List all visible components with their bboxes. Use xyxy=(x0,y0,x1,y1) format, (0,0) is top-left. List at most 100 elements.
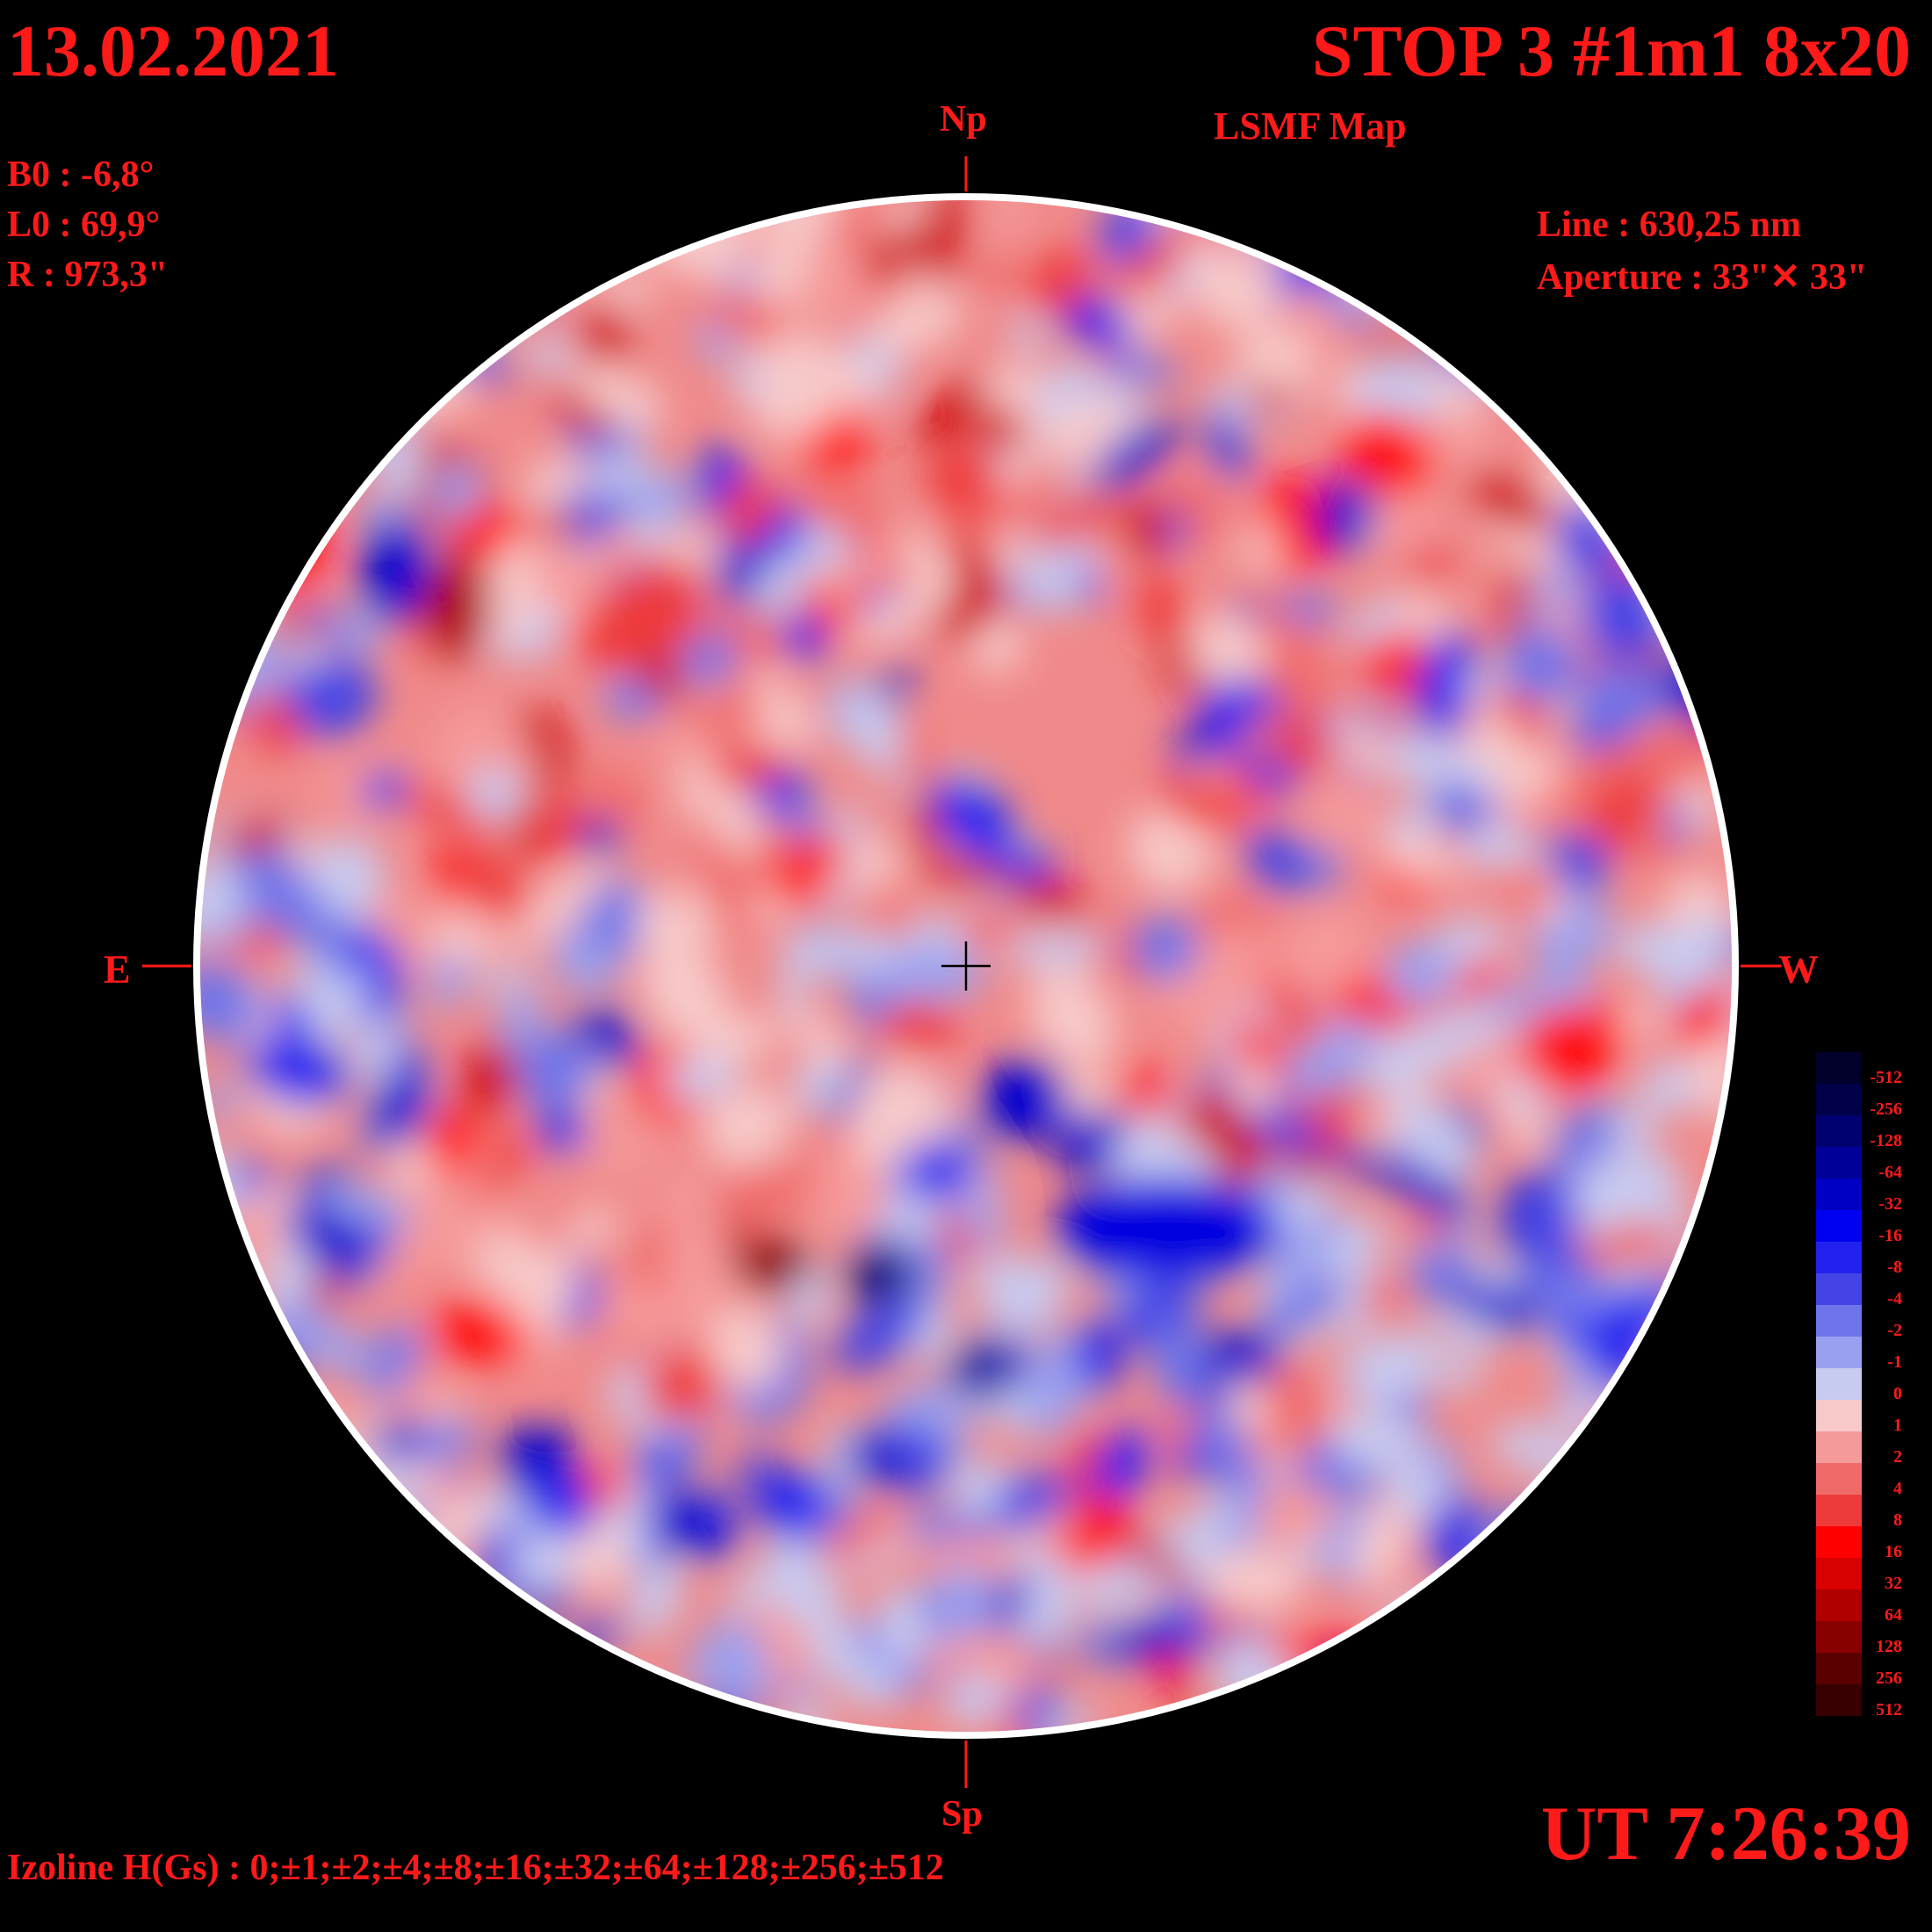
field-blob xyxy=(1334,1409,1425,1468)
field-blob xyxy=(687,692,769,739)
field-blob xyxy=(566,1208,620,1250)
center-crosshair xyxy=(941,941,991,991)
field-blob xyxy=(658,1224,740,1325)
scale-label: 4 xyxy=(1893,1479,1902,1498)
scale-label: 2 xyxy=(1893,1447,1902,1467)
field-blob xyxy=(501,1248,580,1325)
field-blob xyxy=(217,1641,314,1692)
field-blob xyxy=(1125,1524,1196,1597)
field-blob xyxy=(1256,1477,1325,1547)
field-blob xyxy=(200,1239,233,1283)
field-blob xyxy=(200,1344,242,1387)
field-blob xyxy=(586,1465,628,1511)
scale-swatch xyxy=(1816,1210,1862,1242)
field-blob xyxy=(261,1352,294,1420)
field-blob xyxy=(1662,1538,1699,1570)
field-blob xyxy=(1387,732,1458,791)
field-blob xyxy=(1052,536,1096,573)
field-blob xyxy=(1383,801,1447,844)
field-blob xyxy=(1550,1101,1626,1166)
field-blob xyxy=(1647,1307,1727,1367)
field-blob xyxy=(1407,220,1453,297)
field-blob xyxy=(1270,1178,1335,1234)
field-blob xyxy=(266,369,350,449)
field-blob xyxy=(847,1062,934,1169)
field-blob xyxy=(1410,1241,1473,1307)
field-regions xyxy=(200,200,1732,1732)
observation-date: 13.02.2021 xyxy=(7,11,339,92)
field-blob xyxy=(1666,423,1722,474)
map-subtitle: LSMF Map xyxy=(1214,105,1407,148)
field-blob xyxy=(554,487,650,516)
field-blob xyxy=(718,478,777,544)
field-blob xyxy=(1254,1278,1346,1338)
field-blob xyxy=(1264,200,1296,261)
field-blob xyxy=(968,257,1023,291)
field-blob xyxy=(1030,1510,1074,1548)
field-blob xyxy=(1280,592,1339,625)
field-blob xyxy=(1655,460,1732,540)
scale-label: 0 xyxy=(1893,1384,1902,1403)
field-blob xyxy=(271,420,329,470)
field-blob xyxy=(1296,1670,1355,1717)
field-blob xyxy=(582,880,656,955)
field-blob xyxy=(1460,822,1532,867)
field-blob xyxy=(473,966,537,992)
field-blob xyxy=(1204,406,1250,480)
field-blob xyxy=(200,1589,229,1657)
field-blob xyxy=(943,1675,1006,1726)
field-blob xyxy=(1629,446,1717,523)
field-blob xyxy=(1028,967,1116,1066)
field-blob xyxy=(661,1057,739,1100)
field-blob xyxy=(1362,1024,1440,1095)
field-blob xyxy=(857,580,953,647)
field-blob xyxy=(332,212,422,265)
field-blob xyxy=(1073,1319,1121,1394)
field-blob xyxy=(1492,1424,1550,1467)
scale-label: 128 xyxy=(1876,1637,1902,1656)
field-blob xyxy=(200,553,242,628)
field-blob xyxy=(1101,350,1179,386)
field-blob xyxy=(223,200,287,224)
field-blob xyxy=(1416,629,1476,740)
field-blob xyxy=(334,1647,407,1732)
spectral-line-value: Line : 630,25 nm xyxy=(1537,205,1802,245)
field-blob xyxy=(391,1691,441,1732)
scale-label: -16 xyxy=(1878,1226,1902,1245)
field-blob xyxy=(677,752,707,818)
field-blob xyxy=(840,684,903,771)
field-blob xyxy=(530,1467,601,1539)
field-blob xyxy=(1499,1562,1562,1631)
field-blob xyxy=(352,1608,420,1683)
field-feature xyxy=(1054,1177,1282,1282)
field-blob xyxy=(1642,1675,1719,1732)
field-blob xyxy=(342,1580,427,1671)
field-blob xyxy=(408,1630,484,1710)
field-feature xyxy=(948,1344,1019,1396)
field-blob xyxy=(1638,813,1678,879)
north-pole-label: Np xyxy=(940,99,987,140)
field-blob xyxy=(200,263,253,337)
field-blob xyxy=(1621,314,1679,412)
field-blob xyxy=(1682,612,1727,654)
field-blob xyxy=(617,1517,651,1564)
field-blob xyxy=(1005,1686,1070,1732)
scale-swatch xyxy=(1816,1463,1862,1495)
field-blob xyxy=(980,1056,1064,1141)
field-blob xyxy=(1440,1352,1481,1392)
radius-value: R : 973,3" xyxy=(7,255,169,295)
field-blob xyxy=(200,1459,253,1541)
field-blob xyxy=(580,305,630,371)
field-blob xyxy=(1503,626,1579,703)
field-feature xyxy=(843,1244,913,1303)
field-blob xyxy=(253,455,314,521)
field-blob xyxy=(642,945,728,1041)
scale-label: 16 xyxy=(1885,1542,1902,1561)
field-blob xyxy=(302,1533,378,1619)
field-blob xyxy=(959,906,1024,948)
field-blob xyxy=(200,1468,232,1507)
scale-swatch xyxy=(1816,1558,1862,1590)
field-blob xyxy=(1599,1442,1660,1539)
scale-label: 64 xyxy=(1885,1605,1902,1625)
scale-label: -1 xyxy=(1887,1352,1902,1372)
